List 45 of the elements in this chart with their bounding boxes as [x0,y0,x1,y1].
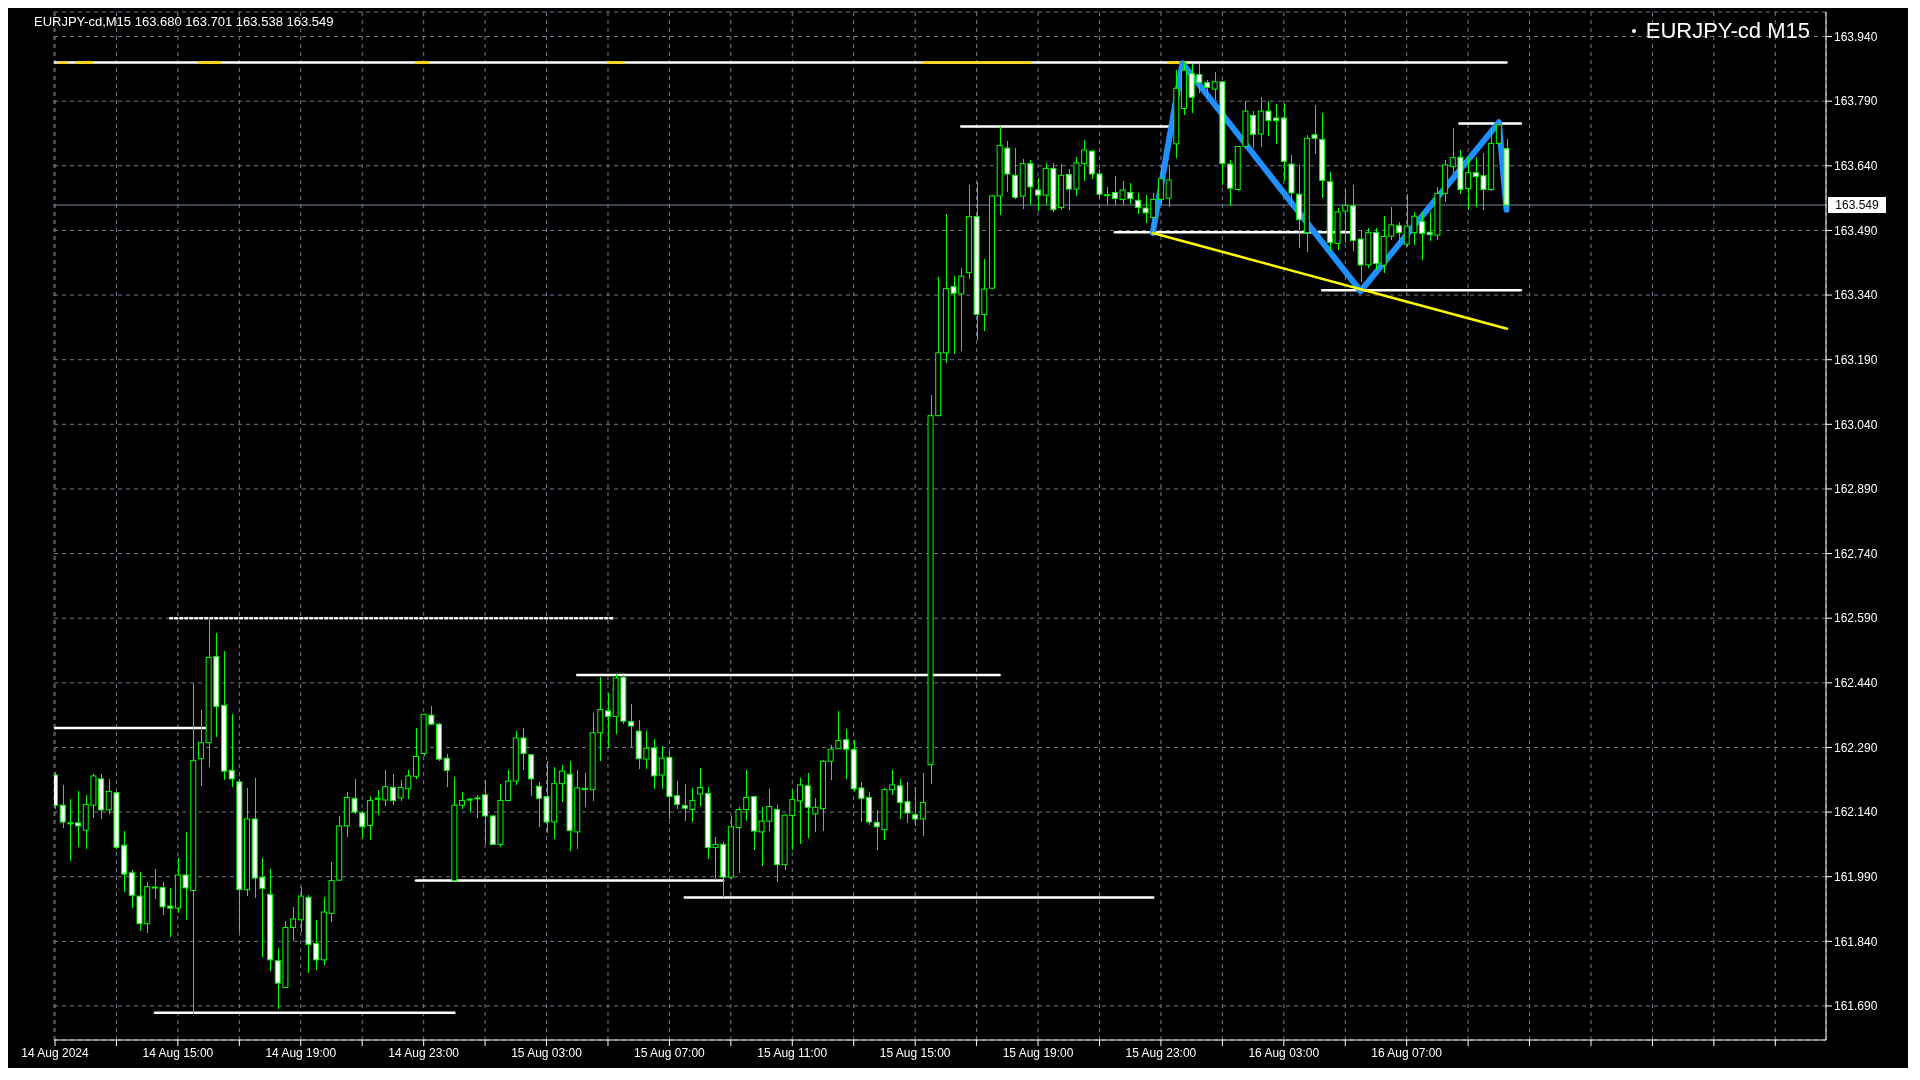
candlestick [412,727,419,780]
x-tick-label: 14 Aug 23:00 [388,1045,460,1060]
y-tick-label: 163.640 [1834,159,1878,174]
x-tick-label: 14 Aug 2024 [21,1045,90,1060]
candlestick [697,767,704,807]
candlestick [1035,177,1042,211]
y-tick-label: 162.590 [1834,611,1878,626]
candlestick [443,754,450,787]
y-tick-label: 163.790 [1834,94,1878,109]
y-tick-label: 162.440 [1834,676,1878,691]
candlestick [628,703,635,747]
y-tick-label: 163.340 [1834,288,1878,303]
x-tick-label: 14 Aug 15:00 [142,1045,214,1060]
y-tick-label: 162.740 [1834,546,1878,561]
candlestick [1396,222,1402,244]
x-tick-label: 15 Aug 19:00 [1002,1045,1074,1060]
y-tick-label: 161.990 [1834,869,1878,884]
candlestick [1495,121,1502,146]
y-tick-label: 163.490 [1834,223,1878,238]
candlestick [604,692,611,749]
y-tick-label: 163.190 [1834,352,1878,367]
chart-title: EURJPY-cd,M15 163.680 163.701 163.538 163.549 [34,14,334,29]
x-tick-label: 15 Aug 15:00 [879,1045,951,1060]
candlestick [796,777,803,844]
x-tick-label: 15 Aug 23:00 [1125,1045,1197,1060]
y-tick-label: 161.840 [1834,934,1878,949]
candlestick [919,772,926,837]
candlestick [1012,148,1019,200]
x-tick-label: 15 Aug 11:00 [757,1045,828,1060]
x-tick-label: 15 Aug 03:00 [511,1045,583,1060]
ref-line-label: 163.549 [1835,198,1880,213]
y-tick-label: 163.940 [1834,29,1878,44]
candlestick [827,744,834,780]
y-tick-label: 161.690 [1834,999,1878,1014]
x-tick-label: 16 Aug 07:00 [1371,1045,1443,1060]
candlestick [912,786,919,826]
y-tick-label: 162.290 [1834,740,1878,755]
y-tick-label: 162.890 [1834,482,1878,497]
x-tick-label: 14 Aug 19:00 [265,1045,337,1060]
y-tick-label: 163.040 [1834,417,1878,432]
x-tick-label: 15 Aug 07:00 [634,1045,706,1060]
annotation: EURJPY-cd M15 [1645,18,1810,44]
y-tick-label: 162.140 [1834,805,1878,820]
x-tick-label: 16 Aug 03:00 [1248,1045,1320,1060]
candlestick [228,713,235,787]
